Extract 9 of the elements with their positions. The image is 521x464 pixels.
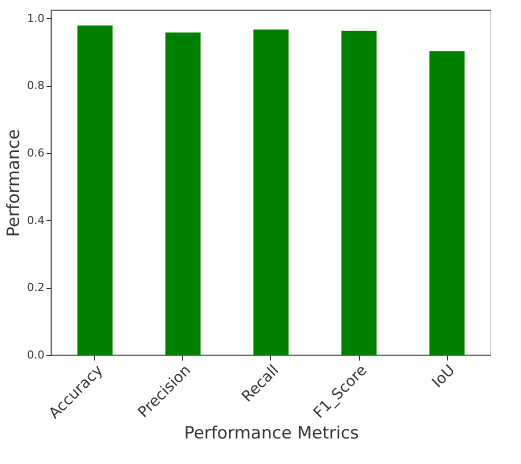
y-tick-label: 0.8 (27, 79, 44, 92)
x-tick-label: IoU (428, 361, 458, 392)
y-axis-title: Performance (4, 129, 24, 237)
y-tick-label: 0.4 (27, 214, 44, 227)
y-tick-label: 0.6 (27, 146, 44, 160)
y-tick-label: 0.0 (27, 348, 44, 362)
y-tick-label: 1.0 (27, 12, 44, 25)
y-tick-label: 0.2 (27, 281, 44, 294)
x-axis-title: Performance Metrics (184, 424, 360, 444)
